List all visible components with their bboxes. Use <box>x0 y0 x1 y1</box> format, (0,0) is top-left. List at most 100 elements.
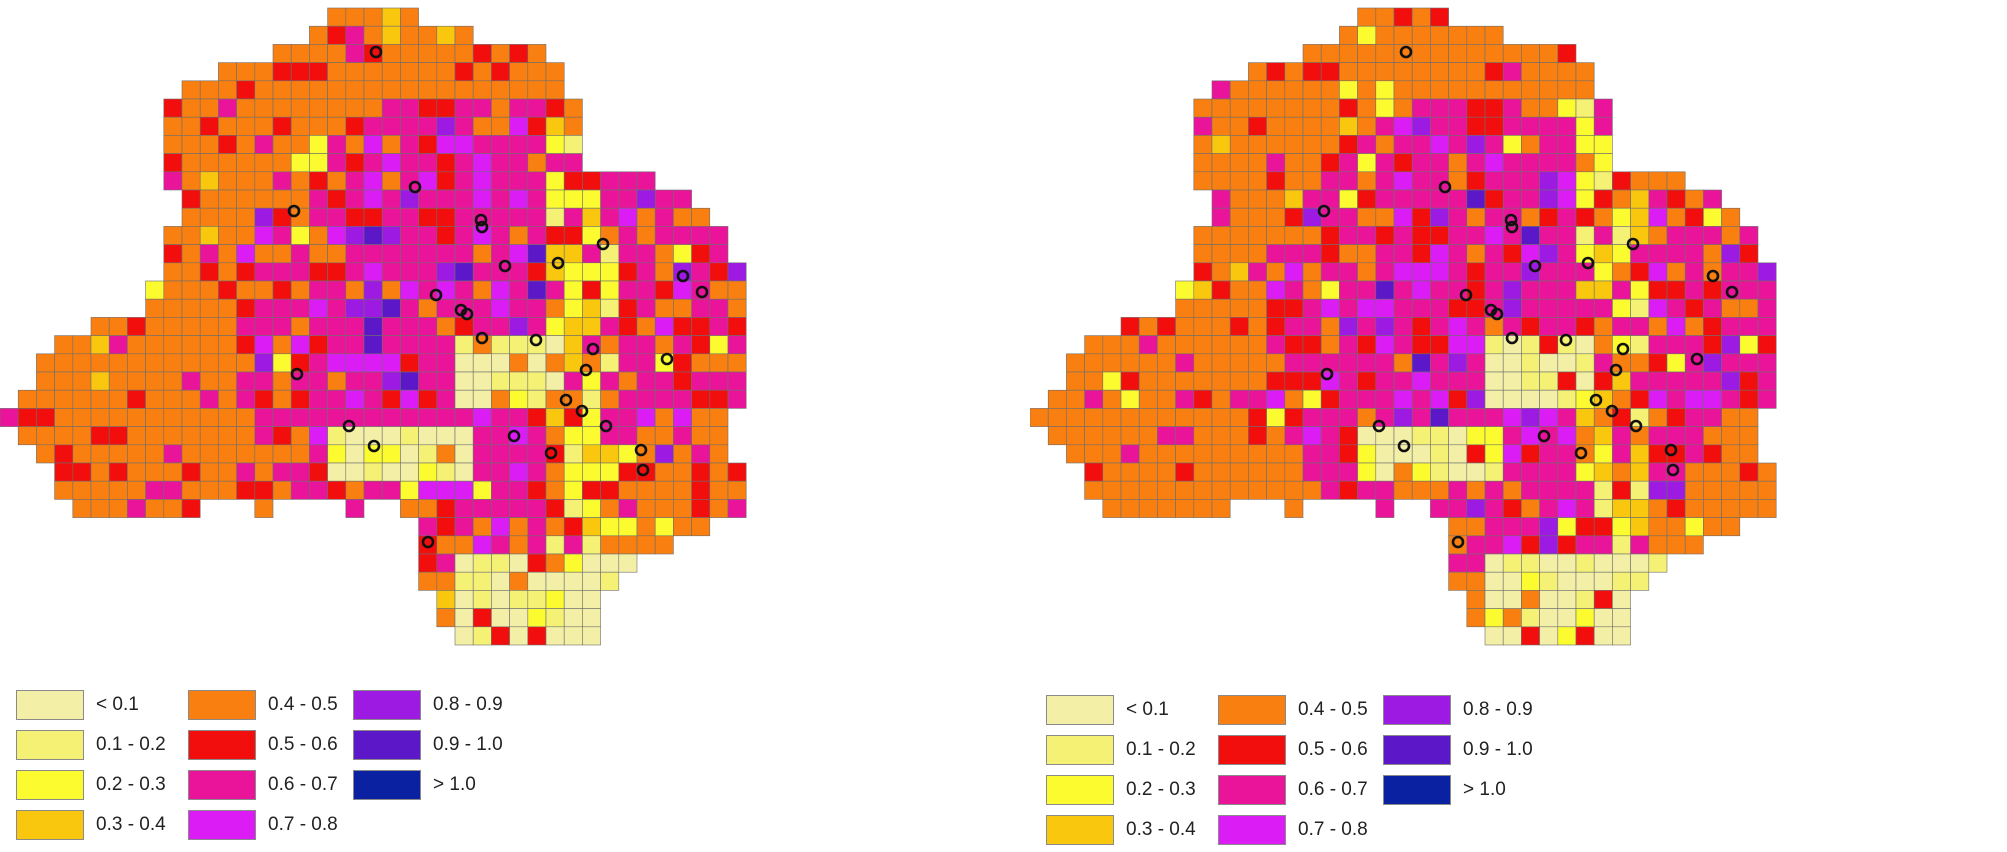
grid-cell <box>1375 189 1395 209</box>
grid-cell <box>1448 80 1468 100</box>
grid-cell <box>1648 298 1668 318</box>
grid-cell <box>1339 226 1358 245</box>
grid-cell <box>1575 535 1595 555</box>
grid-cell <box>1266 317 1286 336</box>
grid-cell <box>1484 462 1504 482</box>
grid-cell <box>1739 262 1759 282</box>
grid-cell <box>327 280 347 300</box>
grid-cell <box>363 262 383 282</box>
grid-cell <box>1411 389 1431 409</box>
grid-cell <box>1375 135 1395 154</box>
grid-cell <box>1703 317 1722 336</box>
grid-cell <box>1411 298 1431 318</box>
grid-cell <box>1393 98 1413 118</box>
grid-cell <box>563 571 583 591</box>
grid-cell <box>1575 462 1595 482</box>
grid-cell <box>381 226 401 245</box>
grid-cell <box>1684 480 1704 500</box>
grid-cell <box>1612 317 1631 336</box>
grid-cell <box>236 353 256 373</box>
grid-cell <box>1357 298 1377 318</box>
grid-cell <box>1411 171 1431 191</box>
grid-cell <box>436 171 456 191</box>
grid-cell <box>563 371 583 391</box>
station-marker <box>1626 237 1640 251</box>
grid-cell <box>545 280 565 300</box>
grid-cell <box>654 226 674 245</box>
grid-cell <box>1430 499 1449 518</box>
grid-cell <box>1502 116 1522 136</box>
grid-cell <box>1539 244 1559 264</box>
grid-cell <box>1393 62 1413 82</box>
grid-cell <box>1466 590 1486 609</box>
grid-cell <box>145 280 165 300</box>
grid-cell <box>1703 244 1722 264</box>
grid-cell <box>381 298 401 318</box>
grid-cell <box>1521 44 1540 63</box>
grid-cell <box>1357 480 1377 500</box>
grid-cell <box>1484 317 1504 336</box>
grid-cell <box>363 280 383 300</box>
grid-cell <box>1339 80 1358 100</box>
grid-cell <box>1557 44 1577 63</box>
grid-cell <box>1339 244 1358 264</box>
grid-cell <box>1375 98 1395 118</box>
grid-cell <box>527 116 547 136</box>
grid-cell <box>727 335 747 355</box>
grid-cell <box>1375 317 1395 336</box>
grid-cell <box>327 116 347 136</box>
grid-cell <box>1721 426 1741 446</box>
grid-cell <box>1229 317 1249 336</box>
grid-cell <box>491 207 510 227</box>
grid-cell <box>236 280 256 300</box>
grid-cell <box>1484 590 1504 609</box>
grid-cell <box>1539 262 1559 282</box>
grid-cell <box>709 335 729 355</box>
grid-cell <box>582 535 601 555</box>
grid-cell <box>545 535 565 555</box>
grid-cell <box>1593 353 1613 373</box>
grid-cell <box>1248 171 1267 191</box>
grid-cell <box>309 189 328 209</box>
grid-cell <box>1521 535 1540 555</box>
grid-cell <box>236 98 256 118</box>
grid-cell <box>290 153 310 173</box>
grid-cell <box>600 444 620 464</box>
grid-cell <box>1084 462 1104 482</box>
grid-cell <box>1557 389 1577 409</box>
grid-cell <box>1266 135 1286 154</box>
grid-cell <box>327 462 347 482</box>
grid-cell <box>1411 317 1431 336</box>
grid-cell <box>1630 553 1650 573</box>
grid-cell <box>545 590 565 609</box>
grid-cell <box>1229 207 1249 227</box>
grid-cell <box>582 499 601 518</box>
grid-cell <box>418 298 438 318</box>
grid-cell <box>309 480 328 500</box>
grid-cell <box>1211 298 1231 318</box>
grid-cell <box>90 335 110 355</box>
grid-cell <box>108 353 128 373</box>
grid-cell <box>218 371 237 391</box>
grid-cell <box>1193 244 1213 264</box>
grid-cell <box>618 389 638 409</box>
grid-cell <box>1502 389 1522 409</box>
grid-cell <box>345 298 365 318</box>
grid-cell <box>290 371 310 391</box>
grid-cell <box>1157 499 1176 518</box>
grid-cell <box>1575 426 1595 446</box>
grid-cell <box>545 426 565 446</box>
grid-cell <box>345 153 365 173</box>
grid-cell <box>1539 44 1559 63</box>
grid-cell <box>90 317 110 336</box>
station-marker <box>1397 439 1411 453</box>
grid-cell <box>1339 171 1358 191</box>
grid-cell <box>527 62 547 82</box>
grid-cell <box>1448 444 1468 464</box>
grid-cell <box>199 317 219 336</box>
grid-cell <box>1521 371 1540 391</box>
grid-cell <box>1593 444 1613 464</box>
grid-cell <box>1484 44 1504 63</box>
grid-cell <box>1521 98 1540 118</box>
grid-cell <box>1666 171 1686 191</box>
